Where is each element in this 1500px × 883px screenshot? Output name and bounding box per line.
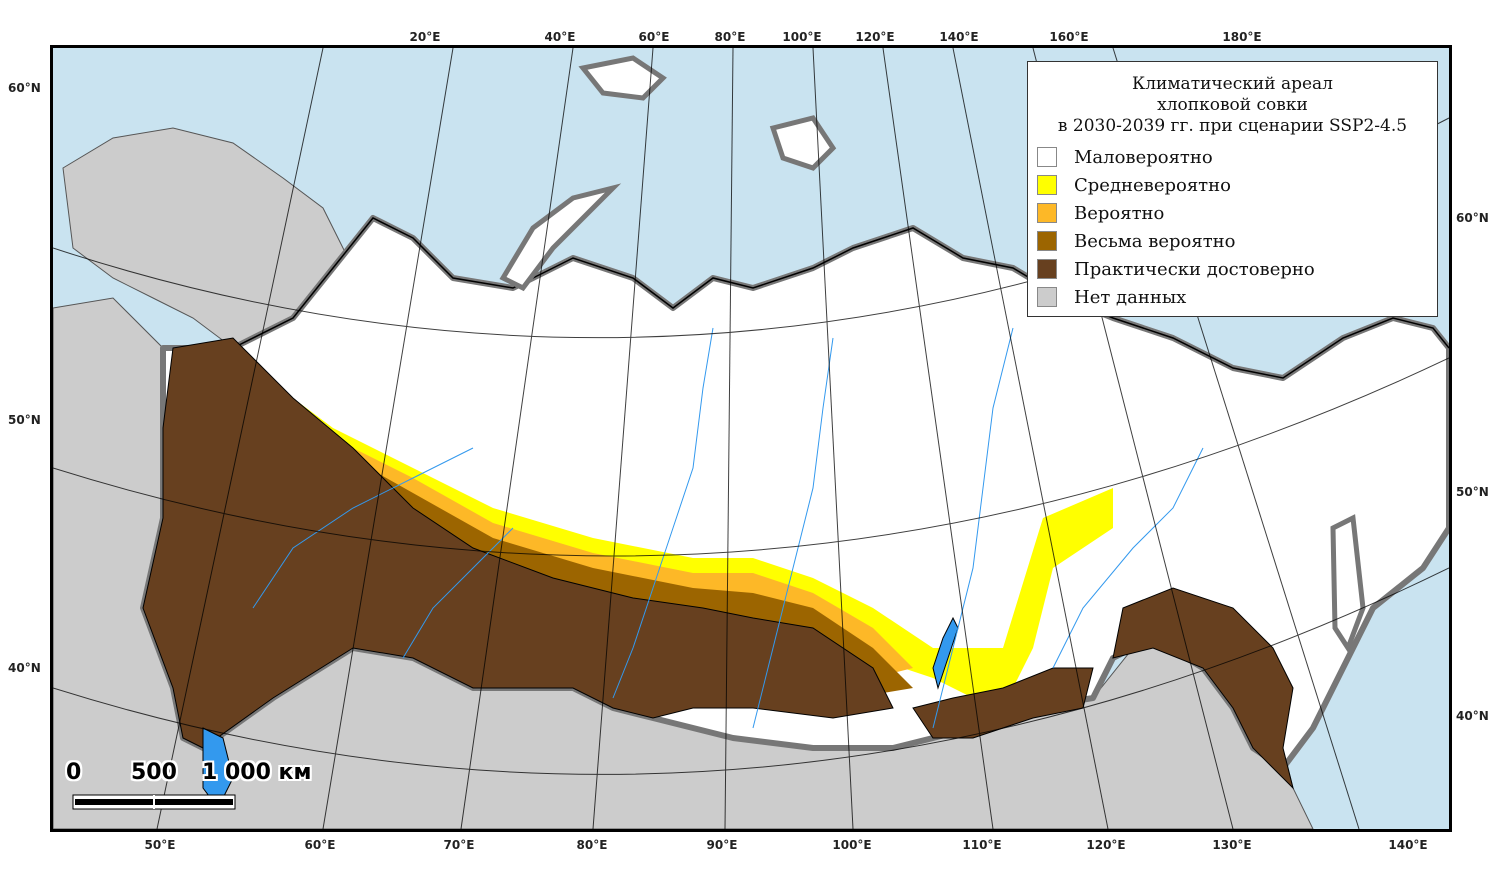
legend-swatch <box>1037 175 1057 195</box>
legend-swatch <box>1037 231 1057 251</box>
legend-title-line: Климатический ареал <box>1132 74 1333 94</box>
legend-label: Вероятно <box>1074 202 1165 224</box>
lon-label-top: 160°E <box>1049 30 1089 44</box>
legend-title-line: хлопковой совки <box>1157 95 1308 115</box>
novaya-zemlya <box>499 183 622 292</box>
lon-label-bottom: 100°E <box>832 838 872 852</box>
legend-label: Практически достоверно <box>1074 258 1315 280</box>
russia-coast-line <box>232 217 1449 379</box>
franz-josef-land <box>578 55 667 101</box>
legend-label: Средневероятно <box>1074 174 1231 196</box>
transbaikal-certain-zone <box>912 667 1094 739</box>
lon-label-bottom: 130°E <box>1212 838 1252 852</box>
legend-item-probable: Вероятно <box>1037 202 1164 224</box>
lon-label-bottom: 70°E <box>443 838 475 852</box>
lat-label-right: 40°N <box>1456 709 1489 723</box>
legend-swatch <box>1037 147 1057 167</box>
lon-label-top: 80°E <box>714 30 746 44</box>
lon-label-top: 20°E <box>409 30 441 44</box>
scale-label-zero: 0 <box>66 760 82 785</box>
sakhalin <box>1330 514 1366 654</box>
legend: Климатический ареал хлопковой совки в 20… <box>1027 61 1438 317</box>
far-east-certain-zone <box>1112 587 1294 790</box>
legend-swatch <box>1037 259 1057 279</box>
lon-label-top: 180°E <box>1222 30 1262 44</box>
legend-item-no-data: Нет данных <box>1037 286 1186 308</box>
scale-bar-graphic <box>72 794 236 810</box>
lon-label-top: 40°E <box>544 30 576 44</box>
rivers <box>252 327 1204 729</box>
legend-swatch <box>1037 203 1057 223</box>
lat-label-right: 60°N <box>1456 211 1489 225</box>
legend-title-line: в 2030-2039 гг. при сценарии SSP2-4.5 <box>1057 116 1408 136</box>
lat-label-left: 60°N <box>8 81 41 95</box>
severnaya-zemlya <box>769 115 837 171</box>
scale-label-end: 1 000 км <box>202 760 312 785</box>
legend-title: Климатический ареал хлопковой совки в 20… <box>1028 74 1437 137</box>
lon-label-bottom: 80°E <box>576 838 608 852</box>
legend-item-virtually-certain: Практически достоверно <box>1037 258 1315 280</box>
legend-label: Маловероятно <box>1074 146 1213 168</box>
virtually-certain-zone <box>142 337 894 749</box>
legend-item-very-probable: Весьма вероятно <box>1037 230 1236 252</box>
map-canvas <box>53 48 1449 829</box>
legend-label: Весьма вероятно <box>1074 230 1236 252</box>
lon-label-top: 60°E <box>638 30 670 44</box>
lon-label-top: 140°E <box>939 30 979 44</box>
lon-label-bottom: 140°E <box>1388 838 1428 852</box>
legend-swatch <box>1037 287 1057 307</box>
lon-label-top: 100°E <box>782 30 822 44</box>
legend-item-medium: Средневероятно <box>1037 174 1231 196</box>
legend-label: Нет данных <box>1074 286 1187 308</box>
lat-label-left: 50°N <box>8 413 41 427</box>
lon-label-bottom: 50°E <box>144 838 176 852</box>
lon-label-bottom: 60°E <box>304 838 336 852</box>
lon-label-bottom: 90°E <box>706 838 738 852</box>
lat-label-right: 50°N <box>1456 485 1489 499</box>
lon-label-bottom: 110°E <box>962 838 1002 852</box>
caspian-sea <box>202 727 234 809</box>
scale-label-mid: 500 <box>131 760 177 785</box>
lat-label-left: 40°N <box>8 661 41 675</box>
legend-item-unlikely: Маловероятно <box>1037 146 1213 168</box>
lon-label-bottom: 120°E <box>1086 838 1126 852</box>
lon-label-top: 120°E <box>855 30 895 44</box>
